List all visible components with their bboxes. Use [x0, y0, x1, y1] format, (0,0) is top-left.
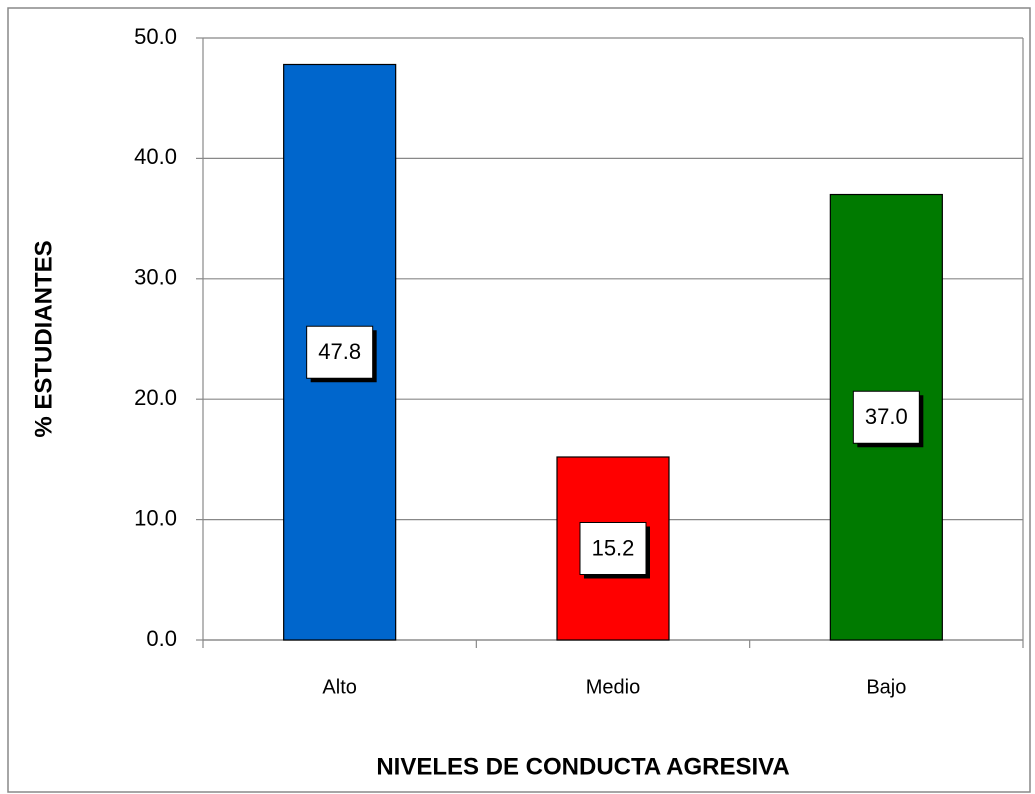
- x-axis-title: NIVELES DE CONDUCTA AGRESIVA: [376, 753, 789, 780]
- value-label: 37.0: [865, 404, 908, 429]
- value-label: 47.8: [318, 339, 361, 364]
- y-tick-label: 20.0: [134, 385, 177, 410]
- value-label-box: [852, 390, 920, 444]
- y-tick-label: 40.0: [134, 144, 177, 169]
- y-tick-label: 30.0: [134, 265, 177, 290]
- y-tick-label: 50.0: [134, 24, 177, 49]
- x-tick-label: Medio: [586, 676, 640, 698]
- value-label-box: [579, 521, 647, 575]
- x-tick-label: Alto: [322, 676, 356, 698]
- value-label-box: [306, 325, 374, 379]
- y-tick-label: 0.0: [146, 626, 177, 651]
- x-tick-label: Bajo: [866, 676, 906, 698]
- value-label: 15.2: [592, 535, 635, 560]
- y-axis-title: % ESTUDIANTES: [30, 240, 57, 437]
- y-tick-label: 10.0: [134, 505, 177, 530]
